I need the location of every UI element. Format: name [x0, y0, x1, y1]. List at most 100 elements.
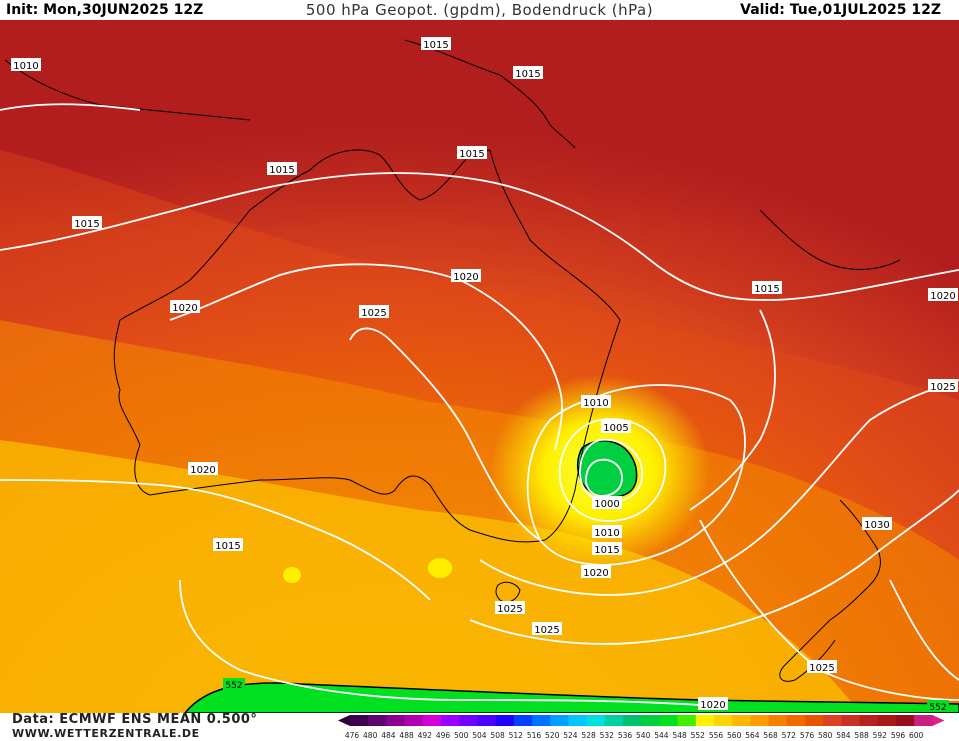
isobar-label: 1010 — [583, 398, 608, 409]
isobar-labels: 1010 1015 1015 1015 1015 1015 1020 1020 … — [11, 37, 958, 713]
scale-swatch — [404, 715, 424, 726]
north-shade — [0, 20, 959, 230]
scale-swatch — [823, 715, 842, 726]
scale-tick-label: 508 — [490, 731, 505, 740]
scale-swatch — [495, 715, 515, 726]
coastlines — [4, 39, 901, 682]
header-bar: Init: Mon,30JUN2025 12Z 500 hPa Geopot. … — [0, 0, 959, 20]
warm-blob-1 — [283, 567, 301, 583]
scale-swatch — [568, 715, 588, 726]
isobar-label: 1015 — [269, 165, 294, 176]
scale-swatch — [641, 715, 660, 726]
scale-left-arrow — [338, 715, 350, 726]
isobar-label: 1015 — [754, 284, 779, 295]
scale-swatch — [914, 715, 933, 726]
isobar-label: 1015 — [515, 69, 540, 80]
isobar-label: 1025 — [497, 604, 522, 615]
scale-tick-label: 524 — [563, 731, 578, 740]
scale-swatch — [368, 715, 387, 726]
init-time: Init: Mon,30JUN2025 12Z — [6, 2, 204, 18]
scale-tick-label: 528 — [581, 731, 596, 740]
scale-tick-label: 516 — [527, 731, 542, 740]
scale-swatch — [695, 715, 715, 726]
scale-swatch — [841, 715, 861, 726]
isobar-label: 1010 — [13, 61, 38, 72]
scale-swatch — [786, 715, 806, 726]
scale-tick-label: 556 — [709, 731, 724, 740]
scale-tick-label: 564 — [745, 731, 760, 740]
isobar-label: 1015 — [215, 541, 240, 552]
scale-swatch — [550, 715, 569, 726]
scale-swatch — [477, 715, 497, 726]
isobar-label: 1025 — [534, 625, 559, 636]
scale-swatch — [750, 715, 770, 726]
color-scale: 476 480 484 488 492 496 500 504 508 512 516 520 524 5… — [338, 715, 945, 740]
scale-swatch — [659, 715, 679, 726]
isobar-label: 1015 — [594, 545, 619, 556]
scale-tick-label: 492 — [418, 731, 433, 740]
isobars — [0, 103, 959, 706]
scale-swatch — [422, 715, 442, 726]
scale-tick-label: 600 — [909, 731, 924, 740]
scale-tick-label: 592 — [873, 731, 888, 740]
isobar-label: 1000 — [594, 499, 619, 510]
isobar-label: 1020 — [930, 291, 955, 302]
scale-tick-label: 544 — [654, 731, 669, 740]
scale-tick-label: 548 — [672, 731, 687, 740]
scale-swatch — [386, 715, 406, 726]
website: WWW.WETTERZENTRALE.DE — [12, 727, 200, 740]
isobar-label: 1015 — [459, 149, 484, 160]
scale-tick-label: 576 — [800, 731, 815, 740]
geopot-label-552: 552 — [225, 681, 242, 691]
warm-blob-2 — [428, 558, 452, 578]
scale-tick-label: 580 — [818, 731, 833, 740]
scale-swatch — [714, 715, 733, 726]
scale-tick-label: 540 — [636, 731, 651, 740]
scale-swatch — [877, 715, 897, 726]
scale-tick-label: 560 — [727, 731, 742, 740]
scale-tick-label: 504 — [472, 731, 487, 740]
scale-tick-label: 476 — [345, 731, 360, 740]
scale-swatch — [677, 715, 697, 726]
footer-bar: Data: ECMWF ENS MEAN 0.500° WWW.WETTERZE… — [0, 712, 959, 741]
scale-swatch — [441, 715, 460, 726]
scale-tick-label: 568 — [763, 731, 778, 740]
scale-swatch — [768, 715, 788, 726]
isobar-label: 1025 — [930, 382, 955, 393]
scale-tick-label: 572 — [782, 731, 797, 740]
isobar-label: 1015 — [423, 40, 448, 51]
isobar-label: 1020 — [583, 568, 608, 579]
isobar-label: 1005 — [603, 423, 628, 434]
isobar-label: 1020 — [172, 303, 197, 314]
scale-tick-label: 536 — [618, 731, 633, 740]
isobar-label: 1015 — [74, 219, 99, 230]
weather-map: 1010 1015 1015 1015 1015 1015 1020 1020 … — [0, 20, 959, 713]
isobar-label: 1020 — [700, 700, 725, 711]
geopot-label-552-east: 552 — [929, 703, 946, 713]
scale-swatch — [896, 715, 915, 726]
scale-swatch — [350, 715, 369, 726]
scale-tick-label: 512 — [509, 731, 524, 740]
scale-tick-label: 596 — [891, 731, 906, 740]
scale-swatch — [513, 715, 533, 726]
scale-tick-label: 532 — [600, 731, 615, 740]
warm-band-south — [0, 440, 860, 713]
scale-tick-label: 520 — [545, 731, 560, 740]
scale-swatch — [459, 715, 478, 726]
scale-tick-label: 488 — [399, 731, 414, 740]
scale-swatch — [805, 715, 824, 726]
scale-tick-label: 552 — [691, 731, 706, 740]
scale-tick-label: 584 — [836, 731, 851, 740]
map-title: 500 hPa Geopot. (gpdm), Bodendruck (hPa) — [305, 1, 654, 19]
scale-tick-label: 484 — [381, 731, 396, 740]
scale-swatch — [586, 715, 606, 726]
scale-tick-label: 500 — [454, 731, 469, 740]
isobar-label: 1010 — [594, 528, 619, 539]
isobar-label: 1020 — [453, 272, 478, 283]
scale-right-arrow — [932, 715, 945, 726]
isobar-label: 1025 — [361, 308, 386, 319]
scale-tick-label: 480 — [363, 731, 378, 740]
scale-tick-label: 588 — [854, 731, 869, 740]
scale-swatch — [859, 715, 879, 726]
scale-swatch — [732, 715, 751, 726]
